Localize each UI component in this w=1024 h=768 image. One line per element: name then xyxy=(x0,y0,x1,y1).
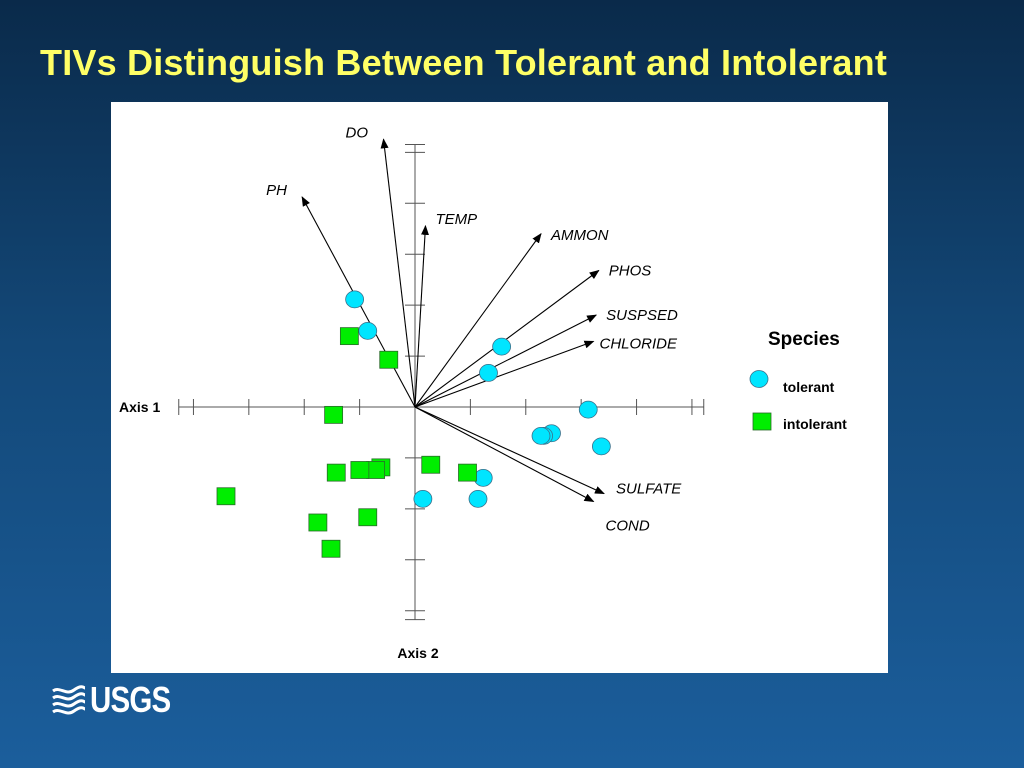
legend-label-tolerant: tolerant xyxy=(783,379,835,395)
data-point-intolerant xyxy=(366,461,386,479)
vector-arrow-cond xyxy=(414,406,595,502)
data-point-tolerant xyxy=(468,489,488,508)
vector-arrow-sulfate xyxy=(414,406,605,495)
data-point-intolerant xyxy=(339,327,359,346)
ordination-biplot: Axis 1 Axis 2 DO PH TEMP AMMON PHOS SUSPSED CHL… xyxy=(119,124,847,661)
vector-label-temp: TEMP xyxy=(436,211,478,228)
vector-label-ph: PH xyxy=(266,182,287,199)
data-point-tolerant xyxy=(358,321,378,340)
data-point-tolerant xyxy=(479,363,498,382)
data-point-tolerant xyxy=(345,290,365,309)
data-point-tolerant xyxy=(578,400,598,419)
vector-label-phos: PHOS xyxy=(609,263,652,280)
data-point-intolerant xyxy=(379,350,399,369)
vector-label-chloride: CHLORIDE xyxy=(600,335,679,352)
vector-arrow-temp xyxy=(414,224,429,408)
vector-label-ammon: AMMON xyxy=(550,227,609,244)
slide-title: TIVs Distinguish Between Tolerant and In… xyxy=(40,42,888,83)
data-point-tolerant xyxy=(413,489,433,508)
vector-label-sulfate: SULFATE xyxy=(616,481,682,498)
vector-arrow-do xyxy=(380,138,416,408)
usgs-logo-text: USGS xyxy=(90,679,171,720)
data-point-tolerant xyxy=(591,437,611,456)
vector-label-suspsed: SUSPSED xyxy=(606,307,678,324)
legend-marker-intolerant xyxy=(752,412,772,431)
data-point-tolerant xyxy=(492,337,512,356)
legend-title: Species xyxy=(768,329,840,350)
data-point-intolerant xyxy=(350,461,370,479)
data-point-intolerant xyxy=(216,487,236,506)
data-point-intolerant xyxy=(458,463,477,482)
data-point-tolerant xyxy=(531,426,551,445)
legend-marker-tolerant xyxy=(749,370,769,388)
data-point-intolerant xyxy=(421,455,441,474)
usgs-wave-icon xyxy=(52,685,86,715)
vector-arrow-phos xyxy=(414,269,600,408)
data-point-intolerant xyxy=(321,539,341,558)
vector-arrow-ammon xyxy=(414,232,542,408)
data-point-intolerant xyxy=(326,463,346,482)
vector-arrow-suspsed xyxy=(414,314,598,408)
vector-arrow-chloride xyxy=(414,340,595,408)
data-point-intolerant xyxy=(324,405,344,424)
usgs-logo: USGS xyxy=(52,679,188,720)
legend-label-intolerant: intolerant xyxy=(783,416,847,432)
data-point-tolerant xyxy=(473,468,493,487)
x-axis-label: Axis 1 xyxy=(119,399,160,415)
data-point-intolerant xyxy=(308,513,328,532)
vector-label-cond: COND xyxy=(606,518,650,535)
data-point-intolerant xyxy=(358,508,378,527)
vector-label-do: DO xyxy=(346,124,369,141)
y-axis-label: Axis 2 xyxy=(397,645,438,661)
chart-panel: Axis 1 Axis 2 DO PH TEMP AMMON PHOS SUSPSED CHL… xyxy=(111,102,888,673)
